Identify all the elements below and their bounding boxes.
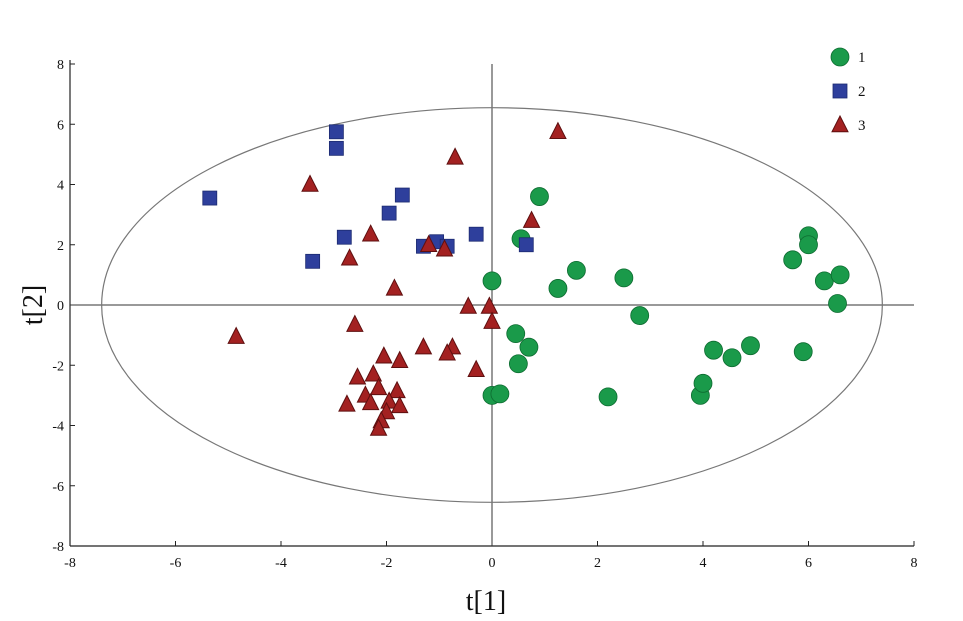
series-3-point bbox=[340, 248, 359, 266]
confidence-ellipse-layer bbox=[101, 107, 883, 503]
axis-ticks: -8 -6 -4 -2 0 2 4 6 8 -8 -6 -4 -2 0 2 4 6 8 bbox=[52, 58, 917, 571]
series-3-point bbox=[301, 174, 319, 192]
series-1-point bbox=[830, 265, 850, 285]
legend-label-2: 2 bbox=[858, 84, 866, 100]
series-3-point bbox=[435, 239, 454, 257]
legend: 1 2 3 bbox=[830, 47, 866, 134]
series-2-point bbox=[202, 190, 218, 206]
series-3-point bbox=[480, 296, 499, 314]
data-points bbox=[202, 121, 850, 436]
series-3-point bbox=[390, 395, 409, 414]
series-3-point bbox=[549, 121, 567, 140]
series-3-point bbox=[419, 234, 438, 252]
x-tick-label: -6 bbox=[170, 556, 182, 571]
series-1-point bbox=[519, 337, 539, 357]
legend-marker-1 bbox=[830, 47, 850, 67]
x-tick-label: -2 bbox=[381, 556, 393, 571]
series-2-point bbox=[518, 237, 534, 253]
series-1-point bbox=[530, 187, 549, 206]
series-3-point bbox=[369, 418, 388, 436]
y-tick-label: -4 bbox=[52, 420, 64, 435]
x-tick-label: 2 bbox=[594, 556, 601, 571]
y-axis-title: t[2] bbox=[18, 285, 49, 325]
y-tick-label: 2 bbox=[57, 239, 64, 254]
series-2-point bbox=[305, 253, 321, 269]
confidence-ellipse bbox=[101, 107, 883, 503]
series-1-point bbox=[704, 340, 723, 360]
series-1-point bbox=[482, 271, 502, 291]
series-1-point bbox=[508, 354, 528, 374]
series-2-point bbox=[336, 229, 352, 245]
legend-label-1: 1 bbox=[858, 50, 866, 66]
legend-marker-3 bbox=[831, 114, 849, 133]
series-3-point bbox=[414, 337, 433, 355]
series-3-point bbox=[375, 346, 393, 364]
series-3-point bbox=[388, 380, 406, 399]
series-1-point bbox=[630, 306, 650, 325]
legend-label-3: 3 bbox=[858, 118, 866, 134]
series-1-point bbox=[490, 384, 510, 404]
series-1-point bbox=[567, 260, 586, 280]
series-2-point bbox=[328, 140, 344, 156]
series-3-point bbox=[227, 326, 245, 344]
series-3-point bbox=[438, 343, 456, 361]
series-3-point bbox=[446, 147, 464, 165]
y-tick-label: -2 bbox=[52, 359, 64, 374]
y-tick-label: 4 bbox=[57, 179, 64, 194]
series-1-point bbox=[548, 279, 568, 298]
series-3-point bbox=[338, 394, 356, 412]
series-3-point bbox=[361, 392, 380, 411]
x-tick-label: 6 bbox=[805, 556, 812, 571]
series-1-point bbox=[693, 373, 713, 393]
series-3-point bbox=[459, 296, 478, 314]
y-tick-label: 6 bbox=[57, 118, 64, 133]
series-3 bbox=[227, 121, 567, 436]
series-3-point bbox=[522, 210, 541, 228]
series-3-point bbox=[369, 377, 388, 396]
series-3-point bbox=[364, 364, 383, 382]
y-tick-label: -8 bbox=[52, 540, 64, 555]
series-3-point bbox=[483, 311, 501, 329]
series-2-point bbox=[394, 187, 410, 203]
legend-marker-2 bbox=[832, 83, 848, 99]
x-tick-label: 4 bbox=[700, 556, 707, 571]
series-1-point bbox=[793, 342, 813, 362]
series-3-point bbox=[346, 314, 364, 332]
series-2-point bbox=[381, 205, 397, 221]
series-3-point bbox=[390, 350, 409, 368]
series-2 bbox=[202, 124, 534, 269]
series-1-point bbox=[598, 387, 618, 407]
series-3-point bbox=[385, 278, 404, 296]
series-1-point bbox=[828, 294, 847, 313]
series-3-point bbox=[361, 224, 380, 242]
series-1-point bbox=[783, 250, 803, 270]
series-1-point bbox=[814, 271, 834, 291]
series-1-point bbox=[614, 268, 634, 288]
series-1-point bbox=[506, 324, 526, 344]
series-1 bbox=[482, 187, 850, 407]
x-axis-title: t[1] bbox=[466, 586, 506, 617]
series-2-point bbox=[328, 124, 344, 140]
y-tick-label: 0 bbox=[57, 299, 64, 314]
series-1-point bbox=[741, 336, 760, 356]
x-tick-label: 8 bbox=[911, 556, 918, 571]
x-tick-label: 0 bbox=[489, 556, 496, 571]
series-1-point bbox=[799, 235, 818, 255]
x-tick-label: -8 bbox=[64, 556, 76, 571]
y-tick-label: -6 bbox=[52, 480, 64, 495]
series-1-point bbox=[722, 348, 742, 368]
y-tick-label: 8 bbox=[57, 58, 64, 73]
series-2-point bbox=[468, 226, 484, 242]
x-tick-label: -4 bbox=[275, 556, 287, 571]
series-3-point bbox=[467, 359, 485, 378]
series-3-point bbox=[348, 367, 367, 385]
